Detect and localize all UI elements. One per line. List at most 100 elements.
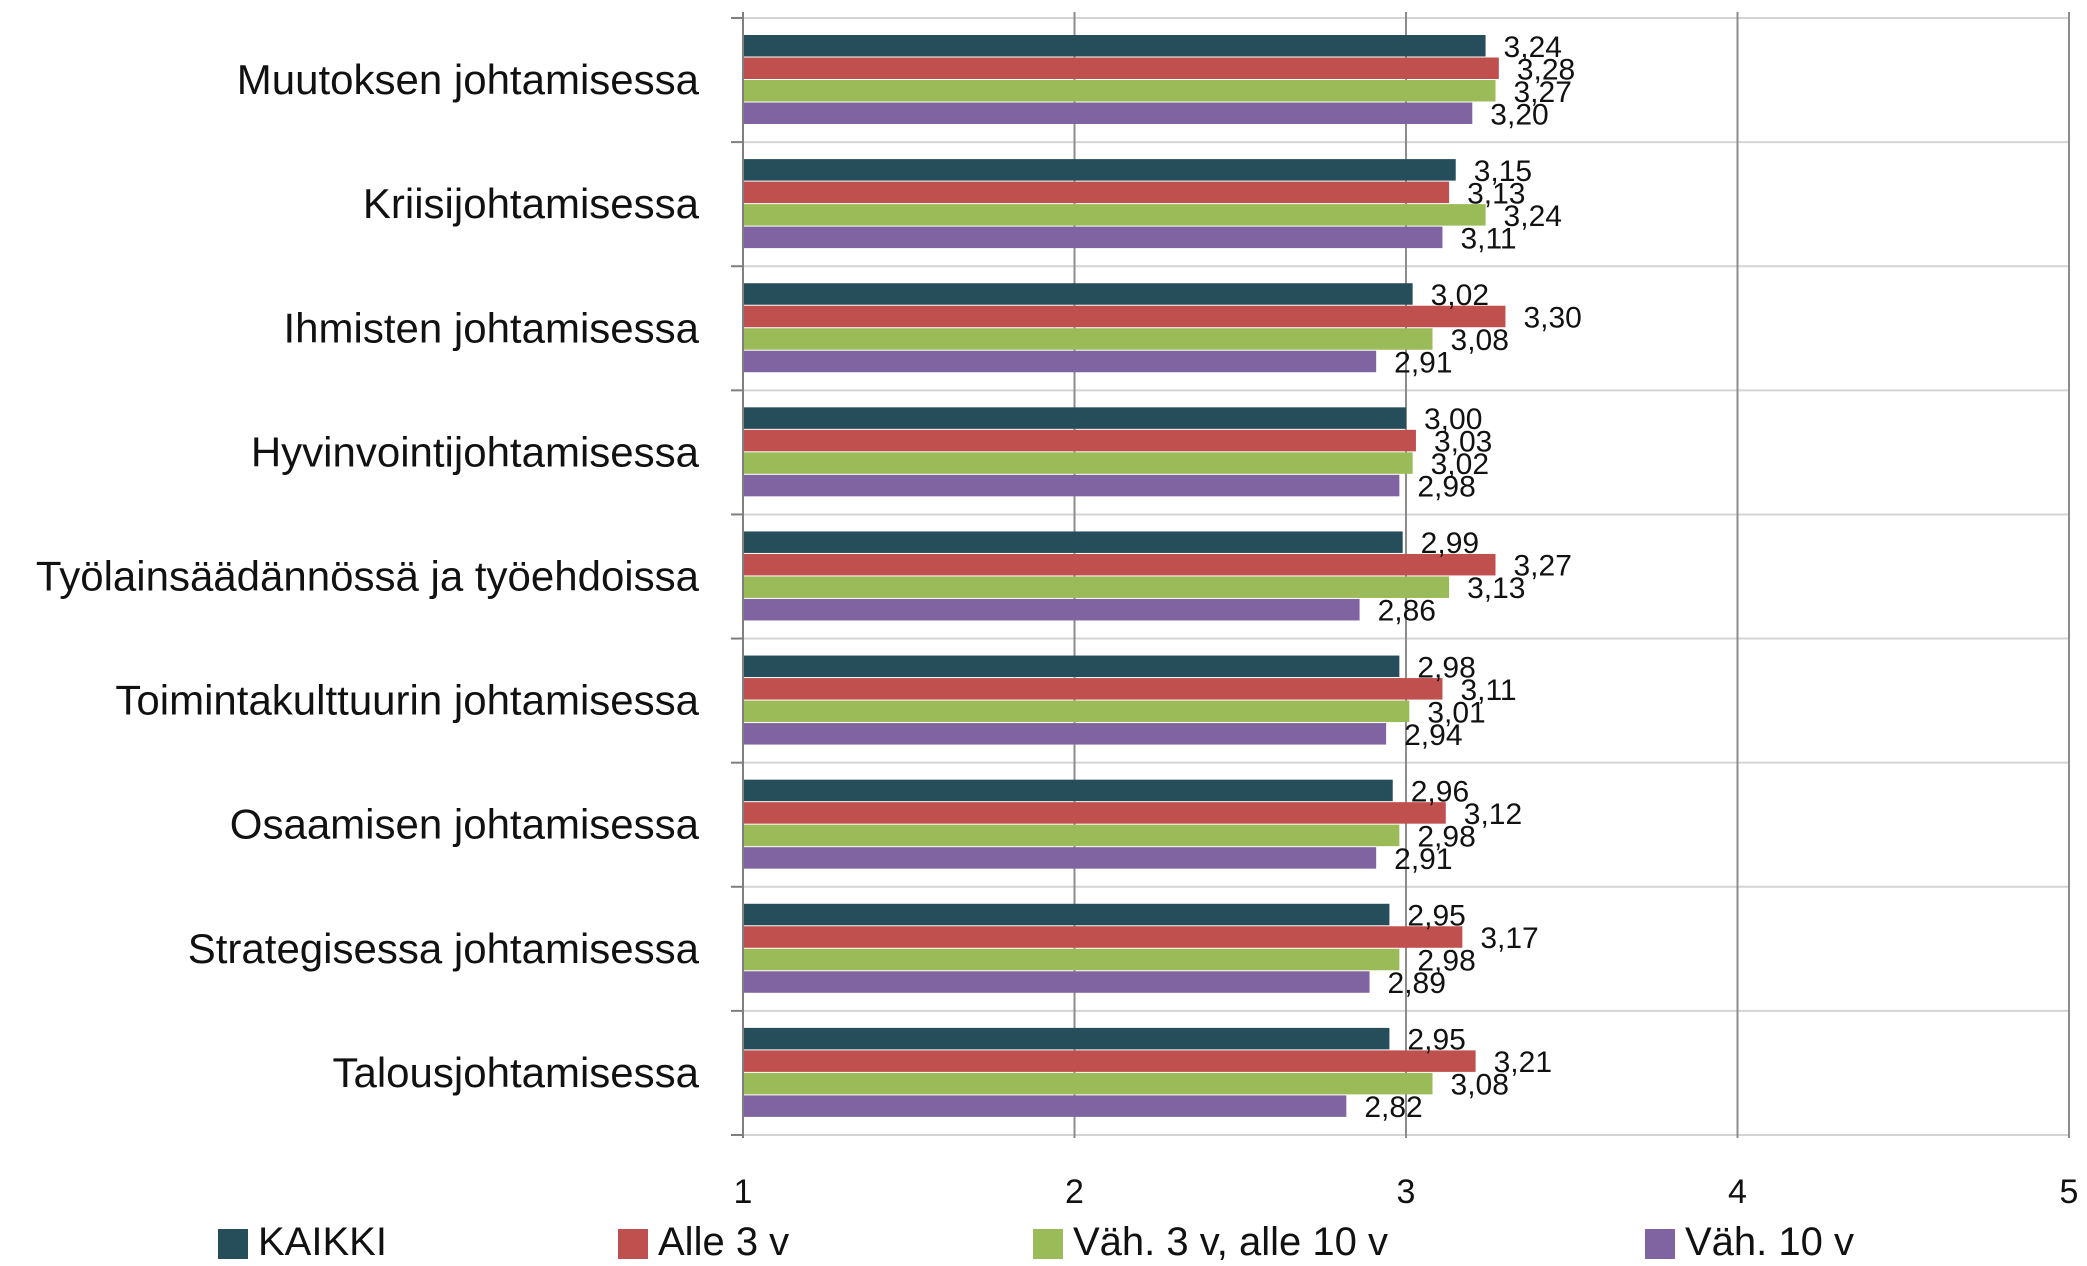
category-label: Osaamisen johtamisessa [230,801,700,848]
category-label: Hyvinvointijohtamisessa [251,428,700,475]
legend-label: Väh. 3 v, alle 10 v [1073,1220,1388,1264]
bar [743,576,1450,598]
bar [743,1072,1433,1095]
bar [743,678,1443,700]
data-label: 3,08 [1451,324,1509,357]
category-label: Toimintakulttuurin johtamisessa [115,677,699,724]
bar [743,847,1377,869]
bar [743,1027,1390,1050]
bar [743,655,1400,678]
legend-label: Väh. 10 v [1685,1220,1854,1264]
bar [743,474,1400,497]
data-label: 2,91 [1394,843,1452,876]
data-label: 2,98 [1417,471,1475,504]
bar [743,159,1456,181]
bar [743,926,1463,948]
legend-swatch [218,1229,248,1259]
legend-item: KAIKKI [218,1220,387,1264]
data-label: 3,24 [1504,31,1562,64]
axis-layer: Muutoksen johtamisessa Kriisijohtamisessa… [36,12,2079,1211]
legend-label: Alle 3 v [658,1220,789,1264]
bar [743,204,1486,226]
data-label: 3,00 [1424,403,1482,436]
bar [743,802,1446,824]
bar [743,824,1400,847]
data-label: 3,08 [1451,1069,1509,1102]
data-label: 3,02 [1431,279,1489,312]
legend-item: Alle 3 v [618,1220,789,1264]
data-label: 3,11 [1460,222,1516,255]
legend-label: KAIKKI [258,1220,387,1264]
data-label: 3,12 [1464,798,1522,831]
data-label: 2,82 [1364,1091,1422,1124]
bar [743,723,1387,745]
bar [743,429,1416,452]
data-label: 3,20 [1490,98,1548,131]
x-tick-label: 3 [1397,1173,1416,1211]
legend-swatch [1033,1229,1063,1259]
data-label: 2,96 [1411,775,1469,808]
data-label: 3,15 [1474,155,1532,188]
bar [743,452,1413,474]
data-label: 2,98 [1417,820,1475,853]
bar [743,80,1496,102]
x-tick-label: 5 [2060,1173,2079,1211]
legend: KAIKKI Alle 3 v Väh. 3 v, alle 10 v Väh. 10… [218,1220,1854,1264]
data-label: 3,11 [1460,674,1516,707]
bar [743,328,1433,350]
legend-swatch [1645,1229,1675,1259]
bar [743,350,1377,373]
bar [743,948,1400,971]
bar [743,971,1370,993]
bar [743,102,1473,124]
category-label: Talousjohtamisessa [332,1049,699,1096]
bar [743,407,1406,429]
data-label: 2,99 [1421,527,1479,560]
legend-swatch [618,1229,648,1259]
bar [743,181,1450,204]
data-label: 2,91 [1394,346,1452,379]
data-label: 2,98 [1417,945,1475,978]
bar [743,1050,1476,1072]
category-label: Työlainsäädännössä ja työehdoissa [36,553,700,600]
data-label: 2,98 [1417,651,1475,684]
data-label: 3,02 [1431,448,1489,481]
data-labels-layer: 3,243,283,273,203,153,133,243,113,023,30… [1364,31,1582,1124]
bar [743,283,1413,305]
bar [743,1095,1347,1117]
x-tick-label: 2 [1065,1173,1084,1211]
x-tick-label: 1 [734,1173,753,1211]
data-label: 2,95 [1407,1024,1465,1057]
bar [743,57,1499,79]
data-label: 3,17 [1480,922,1538,955]
data-label: 3,01 [1427,696,1485,729]
data-label: 3,13 [1467,177,1525,210]
data-label: 3,13 [1467,572,1525,605]
bar [743,700,1410,723]
data-label: 3,27 [1514,550,1572,583]
bar [743,553,1496,576]
data-label: 3,27 [1514,76,1572,109]
data-label: 3,21 [1494,1046,1552,1079]
data-label: 2,95 [1407,900,1465,933]
x-tick-label: 4 [1728,1173,1747,1211]
bar [743,305,1506,328]
bar [743,598,1360,621]
bar [743,531,1403,553]
category-label: Ihmisten johtamisessa [283,304,699,351]
bar [743,779,1393,802]
data-label: 3,28 [1517,53,1575,86]
data-label: 2,89 [1388,967,1446,1000]
bars-layer [743,35,1506,1117]
category-label: Kriisijohtamisessa [363,180,700,227]
category-label: Strategisessa johtamisessa [188,925,700,972]
data-label: 3,03 [1434,426,1492,459]
legend-item: Väh. 3 v, alle 10 v [1033,1220,1388,1264]
data-label: 3,24 [1504,200,1562,233]
bar [743,903,1390,926]
category-label: Muutoksen johtamisessa [237,56,700,103]
legend-item: Väh. 10 v [1645,1220,1854,1264]
bar [743,226,1443,249]
data-label: 2,94 [1404,719,1462,752]
